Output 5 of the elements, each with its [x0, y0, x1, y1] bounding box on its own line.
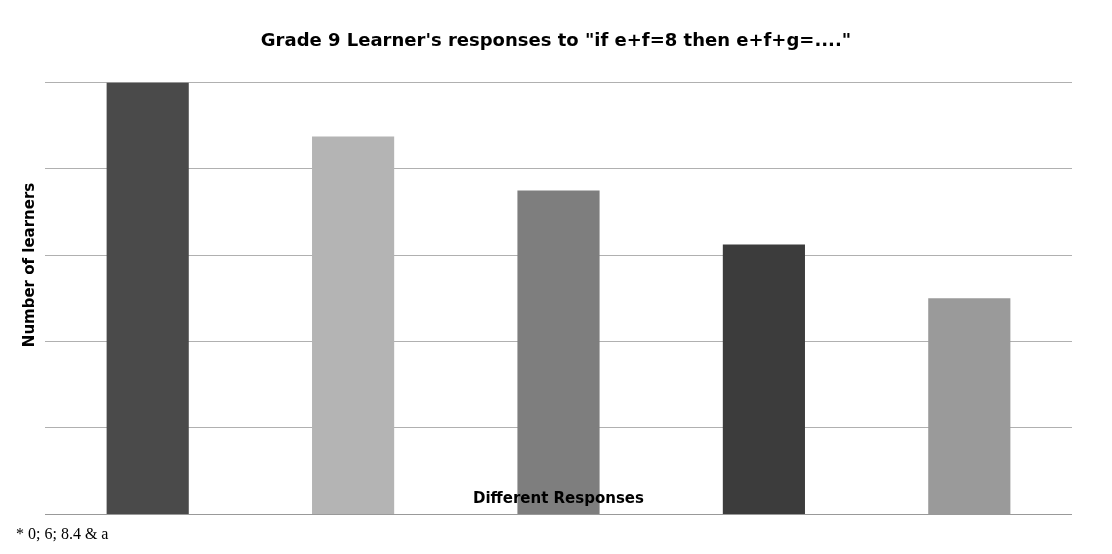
bar — [722, 244, 805, 514]
y-axis-title: Number of learners — [19, 182, 38, 348]
text: * 0; 6; 8.4 & a — [16, 525, 109, 542]
chart-title: Grade 9 Learner's responses to "if e+f=8 then e+f+g=...." — [260, 28, 852, 50]
bar — [106, 82, 189, 514]
